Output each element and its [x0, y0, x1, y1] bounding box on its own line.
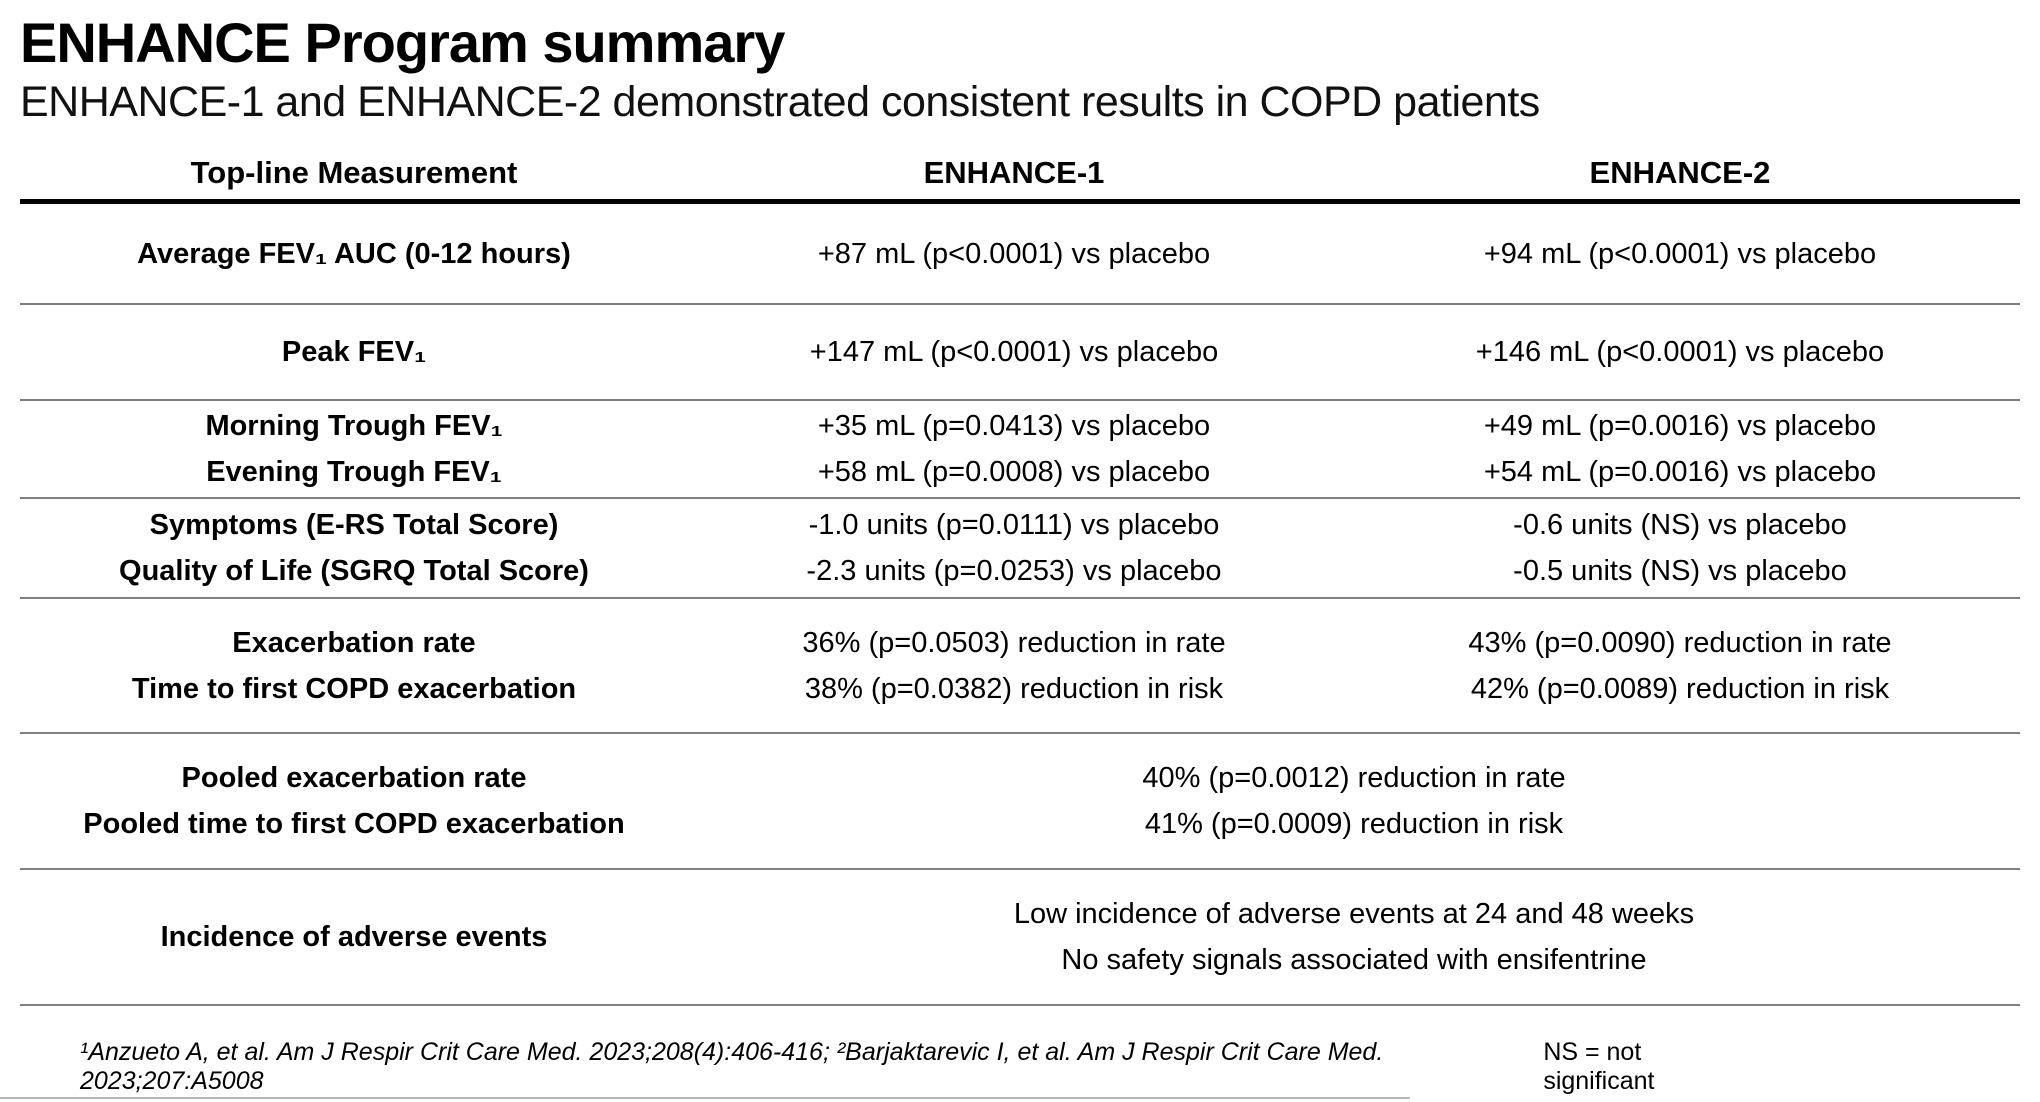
row-label-line: Pooled time to first COPD exacerbation — [83, 808, 625, 840]
results-table: Top-line Measurement ENHANCE-1 ENHANCE-2… — [20, 146, 2020, 1006]
row-label: Morning Trough FEV₁ Evening Trough FEV₁ — [20, 401, 688, 497]
value-line: 40% (p=0.0012) reduction in rate — [1142, 762, 1566, 794]
table-row: Morning Trough FEV₁ Evening Trough FEV₁ … — [20, 401, 2020, 499]
row-label: Average FEV₁ AUC (0-12 hours) — [20, 204, 688, 303]
value-line: 41% (p=0.0009) reduction in risk — [1144, 808, 1564, 840]
row-label-line: Morning Trough FEV₁ — [205, 410, 503, 442]
value-line: +87 mL (p<0.0001) vs placebo — [817, 237, 1211, 270]
row-label: Peak FEV₁ — [20, 305, 688, 399]
pooled-value: 40% (p=0.0012) reduction in rate 41% (p=… — [688, 734, 2020, 868]
value-line: +94 mL (p<0.0001) vs placebo — [1483, 237, 1877, 270]
row-label-line: Time to first COPD exacerbation — [131, 672, 577, 705]
value-line: 42% (p=0.0089) reduction in risk — [1470, 672, 1890, 705]
column-header-enhance1: ENHANCE-1 — [923, 154, 1105, 190]
value-line: +58 mL (p=0.0008) vs placebo — [817, 456, 1211, 488]
row-label-line: Quality of Life (SGRQ Total Score) — [119, 555, 589, 587]
value-line: 43% (p=0.0090) reduction in rate — [1468, 626, 1892, 659]
row-label: Incidence of adverse events — [20, 870, 688, 1004]
row-label-line: Exacerbation rate — [232, 626, 476, 659]
row-label: Symptoms (E-RS Total Score) Quality of L… — [20, 499, 688, 597]
value-line: -2.3 units (p=0.0253) vs placebo — [806, 555, 1222, 587]
enhance2-value: -0.6 units (NS) vs placebo -0.5 units (N… — [1340, 499, 2020, 597]
row-label-line: Average FEV₁ AUC (0-12 hours) — [137, 237, 571, 270]
enhance1-value: +147 mL (p<0.0001) vs placebo — [688, 305, 1340, 399]
table-row: Symptoms (E-RS Total Score) Quality of L… — [20, 499, 2020, 599]
table-row: Incidence of adverse events Low incidenc… — [20, 870, 2020, 1006]
enhance2-value: +94 mL (p<0.0001) vs placebo — [1340, 204, 2020, 303]
enhance2-value: +146 mL (p<0.0001) vs placebo — [1340, 305, 2020, 399]
column-header-enhance2: ENHANCE-2 — [1589, 154, 1771, 190]
value-line: No safety signals associated with ensife… — [1061, 944, 1647, 976]
value-line: -1.0 units (p=0.0111) vs placebo — [808, 509, 1220, 541]
value-line: +35 mL (p=0.0413) vs placebo — [817, 410, 1211, 442]
table-row: Peak FEV₁ +147 mL (p<0.0001) vs placebo … — [20, 305, 2020, 401]
row-label-line: Evening Trough FEV₁ — [206, 456, 502, 488]
value-line: +49 mL (p=0.0016) vs placebo — [1483, 410, 1877, 442]
page-subtitle: ENHANCE-1 and ENHANCE-2 demonstrated con… — [20, 78, 1540, 126]
references: ¹Anzueto A, et al. Am J Respir Crit Care… — [80, 1038, 1384, 1095]
table-row: Pooled exacerbation rate Pooled time to … — [20, 734, 2020, 870]
value-line: -0.6 units (NS) vs placebo — [1513, 509, 1847, 541]
table-row: Exacerbation rate Time to first COPD exa… — [20, 599, 2020, 734]
value-line: 38% (p=0.0382) reduction in risk — [804, 672, 1224, 705]
row-label-line: Peak FEV₁ — [281, 336, 427, 368]
value-line: +147 mL (p<0.0001) vs placebo — [809, 336, 1219, 368]
value-line: 36% (p=0.0503) reduction in rate — [802, 626, 1226, 659]
value-line: -0.5 units (NS) vs placebo — [1513, 555, 1847, 587]
row-label-line: Symptoms (E-RS Total Score) — [149, 509, 559, 541]
enhance2-value: +49 mL (p=0.0016) vs placebo +54 mL (p=0… — [1340, 401, 2020, 497]
row-label-line: Incidence of adverse events — [160, 921, 548, 953]
row-label: Pooled exacerbation rate Pooled time to … — [20, 734, 688, 868]
slide-footer: ¹Anzueto A, et al. Am J Respir Crit Care… — [20, 1038, 2020, 1096]
row-label-line: Pooled exacerbation rate — [181, 762, 527, 794]
ns-note: NS = not significant — [1543, 1038, 1655, 1095]
pooled-value: Low incidence of adverse events at 24 an… — [688, 870, 2020, 1004]
enhance1-value: -1.0 units (p=0.0111) vs placebo -2.3 un… — [688, 499, 1340, 597]
column-header-measurement: Top-line Measurement — [190, 154, 518, 190]
page-title: ENHANCE Program summary — [20, 11, 785, 74]
enhance1-value: +87 mL (p<0.0001) vs placebo — [688, 204, 1340, 303]
table-header-row: Top-line Measurement ENHANCE-1 ENHANCE-2 — [20, 146, 2020, 204]
table-row: Average FEV₁ AUC (0-12 hours) +87 mL (p<… — [20, 204, 2020, 305]
bottom-edge-line — [0, 1097, 1410, 1099]
value-line: +54 mL (p=0.0016) vs placebo — [1483, 456, 1877, 488]
enhance1-value: +35 mL (p=0.0413) vs placebo +58 mL (p=0… — [688, 401, 1340, 497]
value-line: Low incidence of adverse events at 24 an… — [1013, 898, 1695, 930]
value-line: +146 mL (p<0.0001) vs placebo — [1475, 336, 1885, 368]
enhance2-value: 43% (p=0.0090) reduction in rate 42% (p=… — [1340, 599, 2020, 732]
enhance1-value: 36% (p=0.0503) reduction in rate 38% (p=… — [688, 599, 1340, 732]
row-label: Exacerbation rate Time to first COPD exa… — [20, 599, 688, 732]
